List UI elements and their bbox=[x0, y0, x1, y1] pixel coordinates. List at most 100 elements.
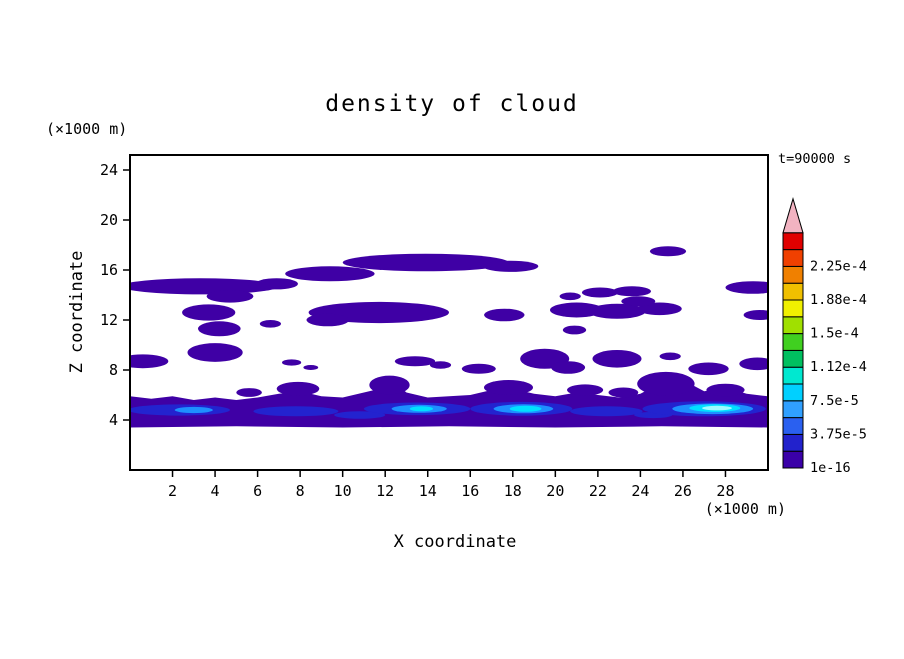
contour-region bbox=[637, 302, 682, 316]
contour-region bbox=[130, 278, 279, 295]
contour-region bbox=[725, 281, 768, 294]
colorbar-segment bbox=[782, 316, 804, 335]
contour-region bbox=[739, 357, 768, 371]
y-tick-label: 24 bbox=[100, 161, 118, 179]
contour-region bbox=[334, 411, 386, 419]
plot-title: density of cloud bbox=[325, 91, 579, 117]
x-tick-label: 4 bbox=[211, 482, 220, 500]
y-axis-unit-label: (×1000 m) bbox=[46, 120, 127, 138]
contour-region bbox=[276, 381, 320, 396]
x-tick-label: 24 bbox=[631, 482, 649, 500]
contour-region bbox=[483, 260, 539, 272]
x-tick-label: 26 bbox=[674, 482, 692, 500]
contour-region bbox=[174, 406, 213, 414]
contour-region bbox=[588, 303, 646, 319]
x-axis-label: X coordinate bbox=[394, 532, 517, 552]
contour-region bbox=[342, 253, 509, 272]
contour-region bbox=[551, 361, 586, 374]
x-tick-label: 28 bbox=[716, 482, 734, 500]
colorbar-label: 2.25e-4 bbox=[810, 258, 867, 274]
x-tick-label: 2 bbox=[168, 482, 177, 500]
colorbar-segment bbox=[782, 400, 804, 419]
contour-region bbox=[559, 292, 581, 301]
colorbar-segment bbox=[782, 299, 804, 318]
contour-region bbox=[394, 356, 436, 367]
plot-border bbox=[129, 154, 769, 471]
colorbar-label: 1.5e-4 bbox=[810, 326, 859, 342]
contour-region bbox=[688, 362, 729, 376]
x-tick-label: 12 bbox=[376, 482, 394, 500]
contour-region bbox=[706, 383, 745, 397]
contour-region bbox=[509, 405, 542, 412]
contour-region bbox=[285, 266, 375, 282]
y-tick-label: 8 bbox=[109, 361, 118, 379]
time-label: t=90000 s bbox=[778, 151, 851, 167]
x-tick-label: 20 bbox=[546, 482, 564, 500]
contour-region bbox=[484, 308, 525, 322]
colorbar-segment bbox=[782, 383, 804, 402]
colorbar-label: 3.75e-5 bbox=[810, 426, 867, 442]
x-tick-label: 16 bbox=[461, 482, 479, 500]
contour-region bbox=[637, 371, 695, 396]
contour-region bbox=[562, 325, 587, 335]
contour-region bbox=[303, 365, 319, 370]
contour-region bbox=[306, 313, 350, 327]
contour-region bbox=[259, 320, 281, 328]
contour-region bbox=[369, 375, 410, 395]
y-axis-label: Z coordinate bbox=[67, 251, 87, 374]
contour-region bbox=[621, 296, 656, 307]
contour-region bbox=[182, 304, 236, 321]
contour-region bbox=[206, 290, 254, 303]
colorbar-label: 7.5e-5 bbox=[810, 393, 859, 409]
contour-region bbox=[570, 406, 643, 417]
colorbar-segment bbox=[782, 433, 804, 452]
y-tick-label: 20 bbox=[100, 211, 118, 229]
colorbar-label: 1.12e-4 bbox=[810, 359, 867, 375]
colorbar-segment bbox=[782, 450, 804, 469]
colorbar-label: 1e-16 bbox=[810, 460, 851, 476]
x-tick-label: 22 bbox=[589, 482, 607, 500]
contour-region bbox=[649, 246, 687, 257]
colorbar-segment bbox=[782, 249, 804, 267]
y-tick-label: 16 bbox=[100, 261, 118, 279]
contour-region bbox=[409, 406, 434, 412]
contour-region bbox=[461, 363, 496, 374]
contour-region bbox=[198, 321, 241, 337]
colorbar-segment bbox=[782, 417, 804, 435]
contour-region bbox=[659, 352, 681, 361]
x-tick-label: 14 bbox=[419, 482, 437, 500]
contour-region bbox=[592, 350, 642, 368]
contour-region bbox=[581, 287, 619, 298]
contour-region bbox=[484, 380, 533, 395]
x-tick-label: 10 bbox=[334, 482, 352, 500]
x-axis-unit-label: (×1000 m) bbox=[705, 500, 786, 518]
colorbar-segment bbox=[782, 232, 804, 251]
contour-region bbox=[236, 388, 262, 397]
contour-region bbox=[429, 361, 452, 369]
x-tick-label: 6 bbox=[253, 482, 262, 500]
contour-region bbox=[130, 354, 169, 369]
colorbar-segment bbox=[782, 366, 804, 385]
colorbar-segment bbox=[782, 349, 804, 368]
colorbar-segment bbox=[782, 333, 804, 351]
contour-region bbox=[702, 405, 732, 411]
y-tick-label: 4 bbox=[109, 411, 118, 429]
x-tick-label: 18 bbox=[504, 482, 522, 500]
x-tick-label: 8 bbox=[296, 482, 305, 500]
colorbar-arrow bbox=[782, 197, 804, 234]
colorbar-segment bbox=[782, 265, 804, 284]
contour-region bbox=[743, 310, 768, 320]
y-tick-label: 12 bbox=[100, 311, 118, 329]
contour-region bbox=[282, 359, 302, 366]
colorbar-segment bbox=[782, 282, 804, 301]
contour-region bbox=[255, 278, 298, 290]
contour-region bbox=[612, 286, 652, 297]
contour-region bbox=[567, 384, 604, 396]
contour-region bbox=[253, 406, 339, 417]
contour-region bbox=[608, 387, 639, 398]
contour-regions bbox=[130, 246, 768, 428]
colorbar-label: 1.88e-4 bbox=[810, 292, 867, 308]
contour-region bbox=[187, 343, 243, 362]
